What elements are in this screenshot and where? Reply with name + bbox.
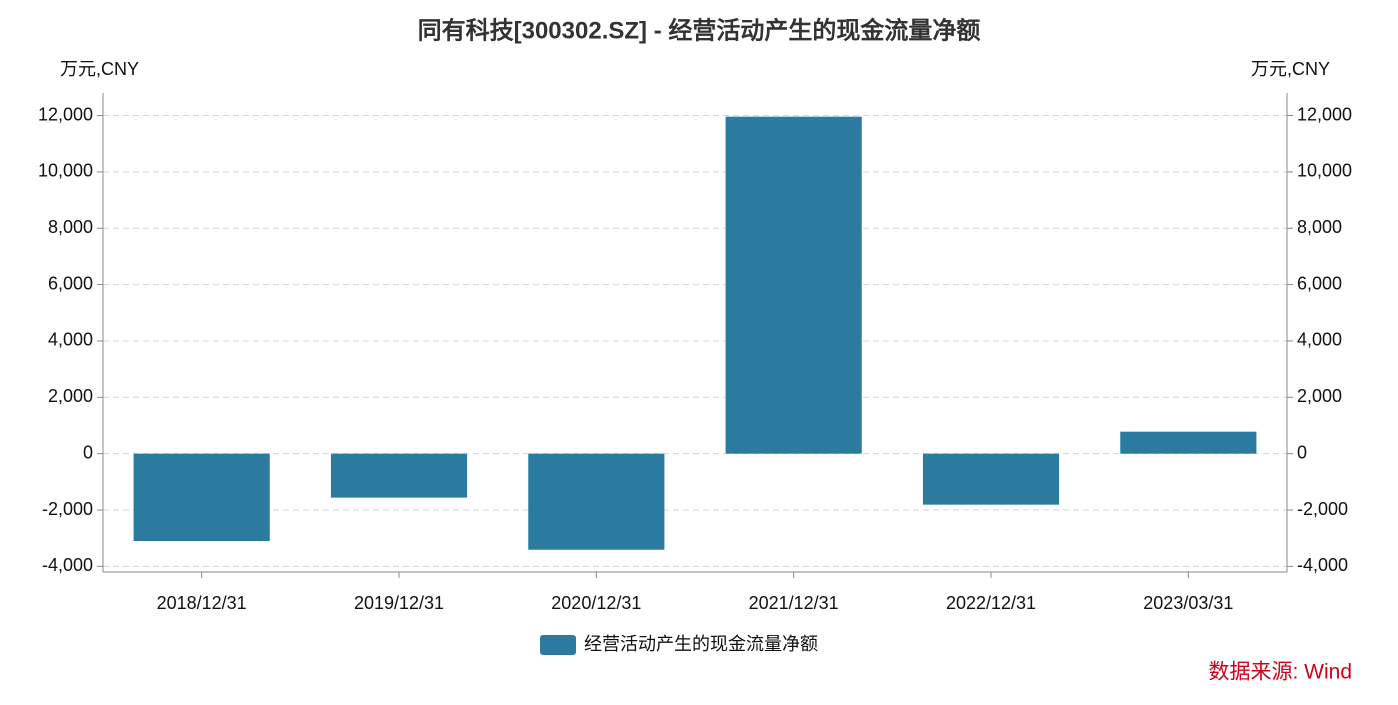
y2-tick-label: -4,000 [1297,555,1348,575]
legend-swatch [540,635,576,655]
y2-tick-label: 4,000 [1297,330,1342,350]
y2-tick-label: 6,000 [1297,273,1342,293]
y-axis-label: 万元,CNY [60,59,139,79]
y-tick-label: 4,000 [48,330,93,350]
x-tick-label: 2022/12/31 [946,593,1036,613]
x-tick-label: 2023/03/31 [1143,593,1233,613]
bar [922,453,1060,505]
bar [330,453,468,498]
y-tick-label: 10,000 [38,161,93,181]
bar [528,453,665,550]
y-tick-label: 2,000 [48,386,93,406]
source: 数据来源: Wind [1208,661,1352,684]
bar [725,116,862,454]
y2-axis-label: 万元,CNY [1251,59,1330,79]
bar [133,453,270,542]
y2-tick-label: 8,000 [1297,217,1342,237]
bar [1120,431,1257,454]
chart-title: 同有科技[300302.SZ] - 经营活动产生的现金流量净额 [418,16,981,44]
legend-label: 经营活动产生的现金流量净额 [584,634,818,654]
y-tick-label: 0 [83,442,93,462]
y-tick-label: -4,000 [42,555,93,575]
y2-tick-label: 10,000 [1297,161,1352,181]
y-tick-label: -2,000 [42,499,93,519]
y-tick-label: 12,000 [38,104,93,124]
y2-tick-label: -2,000 [1297,499,1348,519]
y-tick-label: 8,000 [48,217,93,237]
x-tick-label: 2020/12/31 [551,593,641,613]
x-tick-label: 2021/12/31 [749,593,839,613]
y2-tick-label: 2,000 [1297,386,1342,406]
y2-tick-label: 12,000 [1297,104,1352,124]
y-tick-label: 6,000 [48,273,93,293]
x-tick-label: 2018/12/31 [157,593,247,613]
y2-tick-label: 0 [1297,442,1307,462]
x-tick-label: 2019/12/31 [354,593,444,613]
